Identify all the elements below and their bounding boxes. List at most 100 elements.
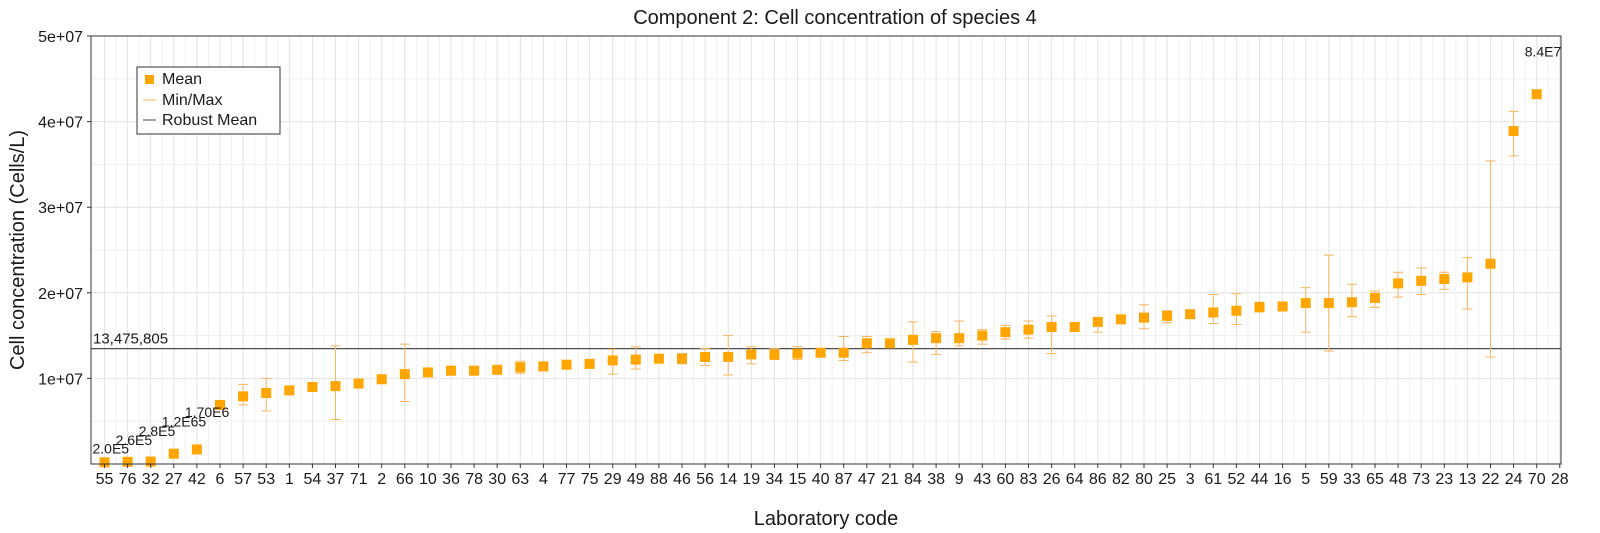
mean-marker — [168, 448, 179, 459]
mean-marker — [1531, 89, 1542, 100]
mean-marker — [884, 338, 895, 349]
x-axis-label: Laboratory code — [754, 508, 899, 530]
mean-marker — [538, 361, 549, 372]
y-tick-label: 5e+07 — [38, 29, 83, 46]
mean-marker — [215, 399, 225, 410]
x-tick-label: 16 — [1274, 471, 1292, 488]
x-tick-label: 75 — [581, 471, 599, 488]
x-tick-label: 2 — [377, 471, 386, 488]
x-tick-label: 29 — [604, 471, 622, 488]
mean-marker — [353, 378, 364, 389]
x-tick-label: 24 — [1505, 471, 1523, 488]
mean-marker — [861, 338, 872, 349]
annotation-label: 2.6E5 — [116, 432, 153, 448]
mean-marker — [122, 456, 133, 467]
x-tick-label: 88 — [650, 471, 668, 488]
x-tick-label: 40 — [812, 471, 830, 488]
x-tick-label: 71 — [350, 471, 368, 488]
x-tick-label: 65 — [1366, 471, 1384, 488]
x-tick-label: 47 — [858, 471, 876, 488]
mean-marker — [769, 349, 780, 360]
x-tick-label: 73 — [1412, 471, 1430, 488]
legend-robust-label: Robust Mean — [162, 112, 257, 129]
mean-marker — [492, 364, 503, 375]
x-tick-label: 86 — [1089, 471, 1107, 488]
mean-marker — [700, 352, 711, 362]
x-tick-label: 60 — [997, 471, 1015, 488]
robust-mean-label: 13,475,805 — [93, 331, 168, 348]
chart-title: Component 2: Cell concentration of speci… — [633, 7, 1037, 29]
x-tick-label: 28 — [1551, 471, 1569, 488]
x-tick-label: 52 — [1228, 471, 1246, 488]
mean-marker — [1439, 274, 1450, 285]
mean-marker — [954, 333, 965, 344]
mean-marker — [1115, 314, 1126, 325]
mean-marker — [99, 457, 110, 468]
x-tick-label: 32 — [142, 471, 160, 488]
x-tick-label: 87 — [835, 471, 853, 488]
y-tick-label: 4e+07 — [38, 115, 83, 132]
x-tick-label: 76 — [119, 471, 137, 488]
x-tick-label: 53 — [257, 471, 275, 488]
y-tick-label: 2e+07 — [38, 286, 83, 303]
mean-marker — [584, 358, 595, 369]
legend-minmax-label: Min/Max — [162, 92, 222, 109]
mean-marker — [284, 385, 295, 396]
mean-marker — [1046, 322, 1057, 333]
annotation-label: 1.2E65 — [162, 413, 207, 429]
x-tick-label: 63 — [511, 471, 529, 488]
x-tick-label: 21 — [881, 471, 899, 488]
y-axis-label: Cell concentration (Cells/L) — [7, 130, 29, 370]
mean-marker — [145, 456, 156, 467]
x-tick-label: 42 — [188, 471, 206, 488]
x-tick-label: 3 — [1186, 471, 1195, 488]
x-tick-label: 19 — [742, 471, 760, 488]
x-tick-label: 13 — [1459, 471, 1477, 488]
x-tick-label: 27 — [165, 471, 183, 488]
error-bar — [1300, 287, 1311, 333]
plot-border — [90, 35, 1562, 465]
mean-marker — [1393, 278, 1404, 289]
x-tick-label: 48 — [1389, 471, 1407, 488]
mean-marker — [1508, 126, 1519, 137]
mean-marker — [191, 444, 202, 455]
mean-marker — [1323, 298, 1334, 309]
x-tick-label: 56 — [696, 471, 714, 488]
mean-marker — [561, 359, 572, 370]
mean-marker — [1370, 292, 1380, 303]
x-tick-label: 64 — [1066, 471, 1084, 488]
mean-marker — [1485, 258, 1496, 269]
x-tick-label: 23 — [1435, 471, 1453, 488]
mean-marker — [723, 352, 734, 362]
x-tick-label: 14 — [719, 471, 737, 488]
x-tick-label: 33 — [1343, 471, 1361, 488]
mean-marker — [1092, 316, 1103, 327]
mean-marker — [653, 353, 664, 364]
mean-marker — [1208, 307, 1219, 318]
mean-marker — [1023, 324, 1034, 335]
error-bar — [1462, 257, 1473, 310]
mean-marker — [607, 355, 618, 366]
x-tick-label: 78 — [465, 471, 483, 488]
y-axis: 1e+07 2e+07 3e+07 4e+07 5e+07 — [38, 29, 91, 388]
x-tick-label: 30 — [488, 471, 506, 488]
x-axis: 55 76 32 27 42 6 57 53 1 54 37 71 2 66 10 36 78 30 63 4 77 75… — [96, 464, 1569, 488]
x-tick-label: 1 — [285, 471, 294, 488]
mean-marker — [1346, 297, 1357, 308]
x-tick-label: 38 — [927, 471, 945, 488]
mean-marker — [399, 369, 410, 380]
x-tick-label: 80 — [1135, 471, 1153, 488]
x-tick-label: 6 — [216, 471, 225, 488]
mean-marker — [815, 347, 826, 358]
mean-marker — [446, 365, 456, 376]
y-tick-label: 1e+07 — [38, 371, 83, 388]
mean-marker — [1185, 309, 1196, 320]
mean-marker — [469, 365, 480, 376]
mean-marker — [376, 374, 387, 385]
x-tick-label: 25 — [1158, 471, 1176, 488]
y-tick-label: 3e+07 — [38, 200, 83, 217]
mean-marker — [677, 353, 687, 364]
x-tick-label: 22 — [1482, 471, 1500, 488]
mean-marker — [1231, 305, 1242, 316]
